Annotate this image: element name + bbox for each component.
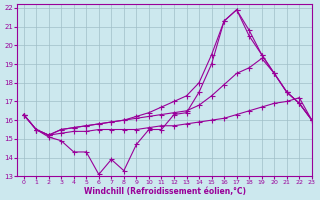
X-axis label: Windchill (Refroidissement éolien,°C): Windchill (Refroidissement éolien,°C) [84,187,245,196]
